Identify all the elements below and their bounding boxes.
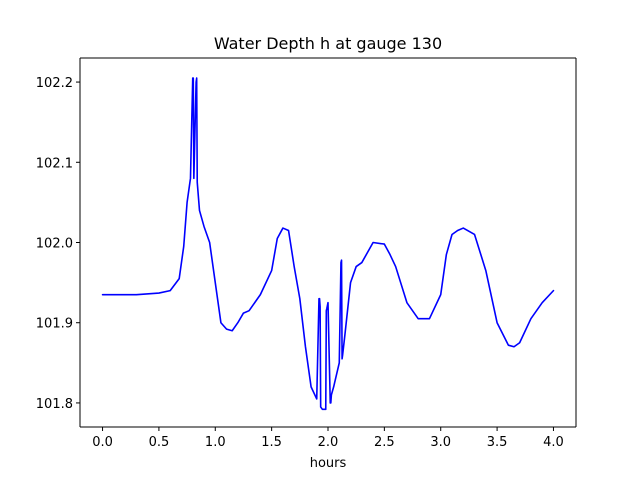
x-tick-label: 2.5 [374, 435, 395, 450]
x-tick-label: 1.0 [205, 435, 226, 450]
y-tick-label: 102.2 [36, 76, 73, 91]
plot-area [80, 58, 576, 427]
x-axis-ticks: 0.0 0.5 1.0 1.5 2.0 2.5 3.0 3.5 4.0 [92, 427, 564, 450]
y-axis-ticks: 101.8 101.9 102.0 102.1 102.2 [36, 76, 80, 412]
x-tick-label: 2.0 [318, 435, 339, 450]
x-tick-label: 4.0 [543, 435, 564, 450]
x-tick-label: 3.0 [430, 435, 451, 450]
chart-title: Water Depth h at gauge 130 [214, 34, 442, 53]
y-tick-label: 102.1 [36, 156, 73, 171]
y-tick-label: 102.0 [36, 237, 73, 252]
x-tick-label: 0.0 [92, 435, 113, 450]
series-group [101, 77, 555, 411]
x-tick-label: 0.5 [149, 435, 170, 450]
x-axis-label: hours [310, 456, 347, 471]
y-tick-label: 101.9 [36, 317, 73, 332]
x-tick-label: 1.5 [261, 435, 282, 450]
x-tick-label: 3.5 [487, 435, 508, 450]
y-tick-label: 101.8 [36, 397, 73, 412]
series-line [101, 77, 555, 411]
